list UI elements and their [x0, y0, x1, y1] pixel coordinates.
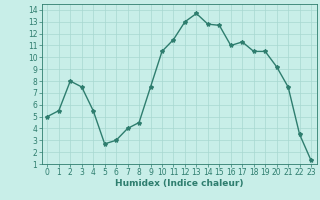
X-axis label: Humidex (Indice chaleur): Humidex (Indice chaleur): [115, 179, 244, 188]
